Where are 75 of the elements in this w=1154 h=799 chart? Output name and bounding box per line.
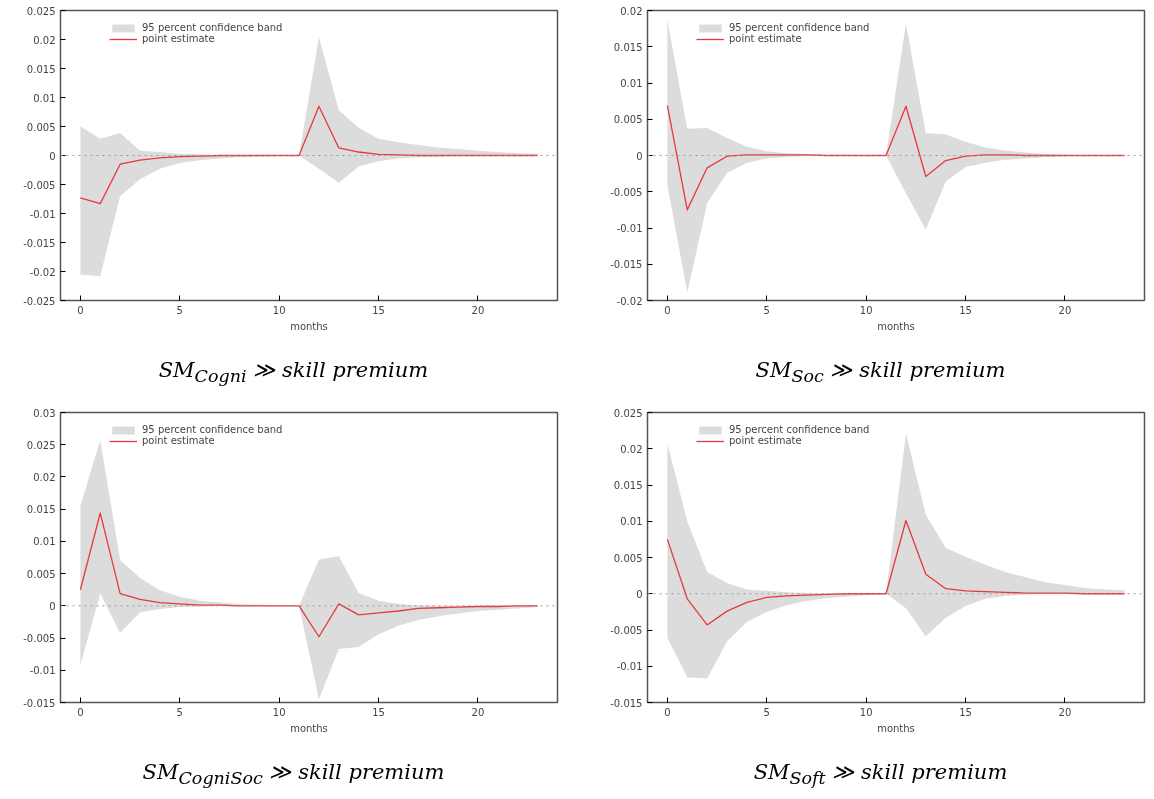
y-tick-label: -0.01 xyxy=(29,208,56,220)
legend-label: 95 percent confidence band xyxy=(729,424,870,435)
y-tick-label: 0.015 xyxy=(613,41,643,53)
x-axis-title: months xyxy=(877,722,915,734)
x-axis-title: months xyxy=(877,320,915,332)
text: SM$_{Cogni}$ ≫ skill premium xyxy=(157,357,430,389)
x-tick-label: 15 xyxy=(959,706,972,718)
x-tick-label: 20 xyxy=(471,706,485,718)
x-tick-label: 20 xyxy=(1058,304,1072,316)
text: SM$_{Soc}$ ≫ skill premium xyxy=(754,357,1007,389)
legend-label: 95 percent confidence band xyxy=(142,424,283,435)
y-tick-label: 0.015 xyxy=(26,63,56,75)
x-tick-label: 15 xyxy=(372,304,385,316)
y-tick-label: 0 xyxy=(636,588,643,600)
legend-label: point estimate xyxy=(142,33,215,44)
y-tick-label: -0.015 xyxy=(610,259,643,271)
y-tick-label: 0 xyxy=(636,150,643,162)
x-tick-label: 0 xyxy=(664,304,671,316)
x-tick-label: 5 xyxy=(176,706,183,718)
legend-label: 95 percent confidence band xyxy=(142,22,283,33)
y-tick-label: -0.015 xyxy=(610,697,643,709)
y-tick-label: 0.025 xyxy=(26,5,56,17)
y-tick-label: 0.02 xyxy=(33,471,56,483)
y-tick-label: -0.005 xyxy=(610,186,643,198)
y-tick-label: -0.015 xyxy=(23,697,56,709)
y-tick-label: 0.015 xyxy=(613,480,643,491)
legend-label: 95 percent confidence band xyxy=(729,22,870,33)
y-tick-label: 0.01 xyxy=(33,92,56,104)
y-tick-label: 0 xyxy=(49,600,56,612)
x-tick-label: 20 xyxy=(471,304,485,316)
y-tick-label: 0.015 xyxy=(26,504,56,516)
legend-label: point estimate xyxy=(142,435,215,446)
y-tick-label: 0.02 xyxy=(620,5,643,17)
x-tick-label: 5 xyxy=(763,304,770,316)
y-tick-label: 0 xyxy=(49,150,56,162)
y-tick-label: -0.02 xyxy=(29,266,56,278)
y-tick-label: 0.025 xyxy=(26,439,56,451)
y-tick-label: -0.025 xyxy=(23,295,56,307)
x-tick-label: 0 xyxy=(77,706,84,718)
y-tick-label: 0.01 xyxy=(620,78,643,89)
y-tick-label: 0.02 xyxy=(620,443,643,455)
y-tick-label: -0.005 xyxy=(610,625,643,636)
y-tick-label: -0.005 xyxy=(23,179,56,191)
text: SM$_{Soft}$ ≫ skill premium xyxy=(752,759,1009,791)
text: SM$_{CogniSoc}$ ≫ skill premium xyxy=(141,759,446,791)
x-tick-label: 5 xyxy=(176,304,183,316)
legend-label: point estimate xyxy=(729,435,802,446)
y-tick-label: 0.025 xyxy=(613,407,643,419)
y-tick-label: 0.005 xyxy=(613,114,643,126)
legend-label: point estimate xyxy=(729,33,802,44)
x-tick-label: 10 xyxy=(272,304,286,316)
y-tick-label: 0.01 xyxy=(33,536,56,548)
y-tick-label: 0.02 xyxy=(33,34,56,46)
x-axis-title: months xyxy=(290,320,328,332)
x-tick-label: 10 xyxy=(859,706,873,718)
y-tick-label: -0.005 xyxy=(23,633,56,645)
y-tick-label: -0.015 xyxy=(23,237,56,249)
x-tick-label: 15 xyxy=(959,304,972,316)
x-tick-label: 10 xyxy=(272,706,286,718)
x-tick-label: 0 xyxy=(77,304,84,316)
y-tick-label: 0.005 xyxy=(26,568,56,580)
y-tick-label: -0.01 xyxy=(616,223,643,234)
x-tick-label: 15 xyxy=(372,706,385,718)
x-tick-label: 20 xyxy=(1058,706,1072,718)
y-tick-label: 0.005 xyxy=(26,121,56,133)
x-tick-label: 0 xyxy=(664,706,671,718)
y-tick-label: 0.005 xyxy=(613,552,643,564)
y-tick-label: -0.02 xyxy=(616,295,643,307)
y-tick-label: -0.01 xyxy=(616,661,643,673)
x-axis-title: months xyxy=(290,722,328,734)
y-tick-label: 0.03 xyxy=(33,407,56,419)
x-tick-label: 10 xyxy=(859,304,873,316)
y-tick-label: -0.01 xyxy=(29,665,56,677)
y-tick-label: 0.01 xyxy=(620,516,643,528)
x-tick-label: 5 xyxy=(763,706,770,718)
